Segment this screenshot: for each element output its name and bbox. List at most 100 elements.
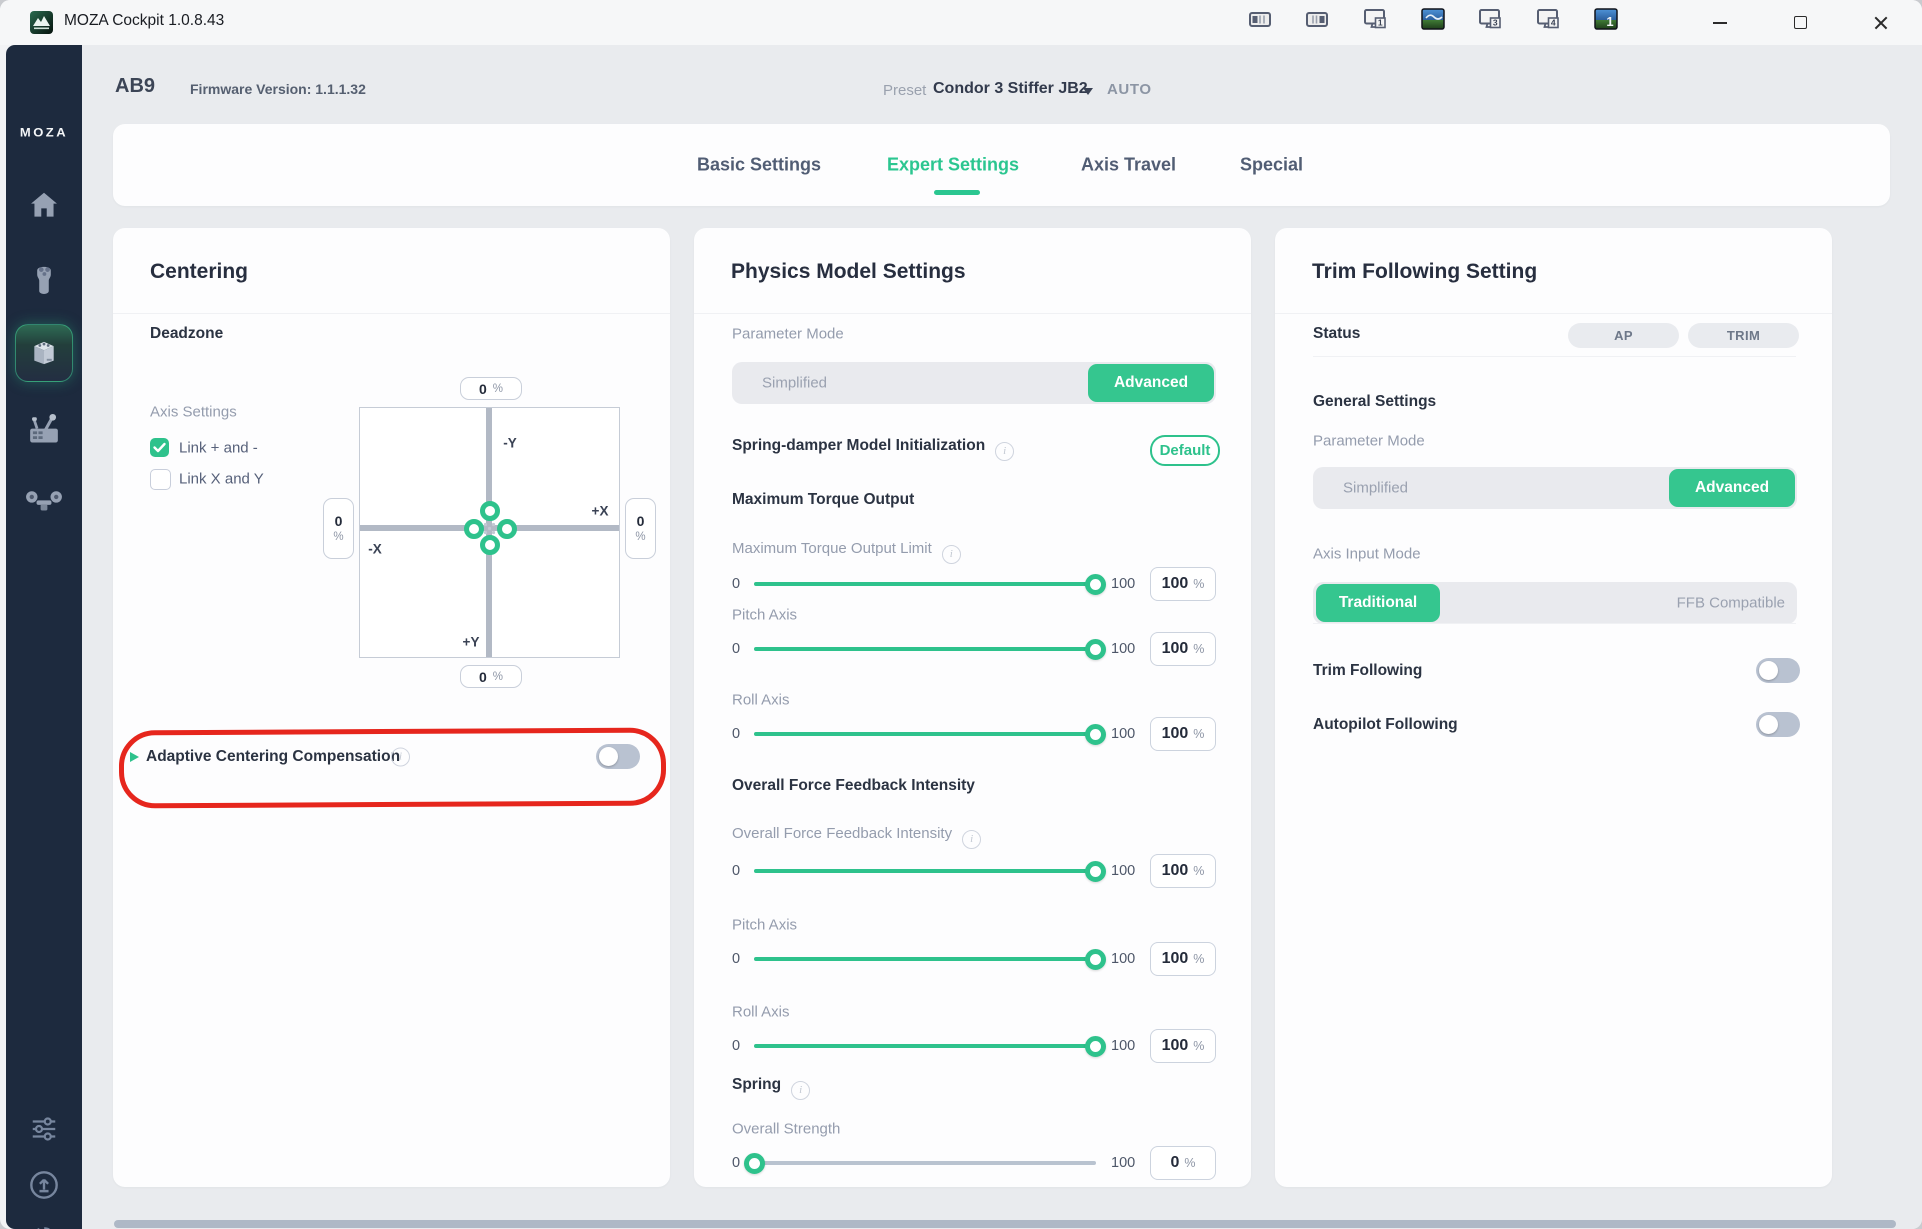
axis-input-mode-switch[interactable]: Traditional FFB Compatible [1313,582,1797,624]
slider-track[interactable] [754,724,1106,745]
slider-knob[interactable] [1085,724,1106,745]
display-4-icon[interactable]: 4 [1535,6,1561,32]
deadzone-handle-right[interactable] [497,519,517,539]
slider-max: 100 [1111,863,1136,879]
tab-axis-travel[interactable]: Axis Travel [1081,154,1177,175]
throttle-icon[interactable] [26,413,62,447]
slider-value-field[interactable]: 100% [1150,942,1216,976]
slider-track[interactable] [744,1153,1096,1174]
slider-value-field[interactable]: 0% [1150,1146,1216,1180]
taskbar-card-right-icon[interactable] [1304,6,1330,32]
trim-parameter-mode-switch[interactable]: Simplified Advanced [1313,467,1797,509]
panel-title: Centering [150,260,249,283]
wallpaper-1-icon[interactable]: 1 [1593,6,1619,32]
max-torque-header: Maximum Torque Output [732,491,915,508]
slider-value-field[interactable]: 100% [1150,632,1216,666]
spring-damper-label: Spring-damper Model Initialization [732,437,1015,461]
svg-text:3: 3 [1493,18,1498,28]
tab-special[interactable]: Special [1240,154,1304,175]
slider-value-field[interactable]: 100% [1150,567,1216,601]
rudder-pedals-icon[interactable] [25,488,63,514]
parameter-mode-switch[interactable]: Simplified Advanced [732,362,1216,404]
maximize-button[interactable] [1777,0,1823,45]
tab-basic-settings[interactable]: Basic Settings [697,154,822,175]
deadzone-top-field[interactable]: 0 % [460,377,522,400]
close-button[interactable] [1858,0,1904,45]
window-title: MOZA Cockpit 1.0.8.43 [64,12,225,29]
info-icon[interactable] [995,442,1015,461]
slider-label: Roll Axis [732,691,790,709]
parameter-mode-label: Parameter Mode [732,325,844,343]
option-advanced-active[interactable]: Advanced [1088,364,1214,402]
slider-track[interactable] [754,861,1106,882]
joystick-icon[interactable] [29,262,59,298]
home-icon[interactable] [27,190,61,220]
slider-track[interactable] [754,639,1106,660]
option-ffb-compatible[interactable]: FFB Compatible [1676,594,1785,612]
axis-label-plus-x: +X [591,503,609,519]
option-simplified[interactable]: Simplified [1343,479,1409,497]
checkbox-link-plus-minus[interactable] [150,438,169,457]
moza-logo: MOZA [19,125,69,140]
display-1-icon[interactable]: 1 [1362,6,1388,32]
slider-knob[interactable] [1085,1036,1106,1057]
trim-following-toggle[interactable] [1756,658,1800,683]
trim-following-label: Trim Following [1313,662,1423,679]
y-axis-line [486,408,492,657]
option-simplified[interactable]: Simplified [762,374,828,392]
slider-value-field[interactable]: 100% [1150,854,1216,888]
slider-min: 0 [732,726,741,742]
trim-status-badge[interactable]: TRIM [1688,323,1799,348]
check-icon [153,442,166,453]
firmware-upgrade-icon[interactable] [28,1169,60,1201]
divider [1313,623,1796,624]
slider-track[interactable] [754,1036,1106,1057]
ap-status-badge[interactable]: AP [1568,323,1679,348]
checkbox-label: Link + and - [179,439,258,457]
checkbox-link-x-y[interactable] [150,469,171,490]
slider-knob[interactable] [1085,949,1106,970]
info-icon[interactable] [791,1081,811,1100]
taskbar-card-left-icon[interactable] [1247,6,1273,32]
deadzone-handle-left[interactable] [464,519,484,539]
info-icon[interactable] [391,747,410,767]
deadzone-left-field[interactable]: 0 % [323,498,354,559]
slider-knob[interactable] [1085,574,1106,595]
slider-track[interactable] [754,949,1106,970]
info-icon[interactable] [941,545,961,564]
slider-knob[interactable] [1085,861,1106,882]
expand-arrow-icon[interactable] [130,752,139,762]
minimize-button[interactable] [1697,0,1743,45]
sidebar-item-base-selected[interactable] [15,324,73,382]
deadzone-handle-bottom[interactable] [480,535,500,555]
auto-button[interactable]: AUTO [1107,81,1152,98]
slider-track[interactable] [754,574,1106,595]
default-button[interactable]: Default [1150,435,1220,466]
autopilot-following-toggle[interactable] [1756,712,1800,737]
info-icon[interactable] [962,830,982,849]
display-3-icon[interactable]: 3 [1477,6,1503,32]
panel-title: Physics Model Settings [731,260,966,283]
slider-value-field[interactable]: 100% [1150,717,1216,751]
option-traditional-active[interactable]: Traditional [1316,584,1440,622]
chevron-down-icon[interactable] [1083,88,1093,95]
slider-knob[interactable] [744,1153,765,1174]
deadzone-bottom-field[interactable]: 0 % [460,665,522,688]
horizontal-scrollbar[interactable] [114,1220,1896,1228]
wallpaper-image-icon[interactable] [1420,6,1446,32]
tuning-sliders-icon[interactable] [29,1115,59,1143]
preset-dropdown[interactable]: Condor 3 Stiffer JB2 [933,80,1088,97]
slider-knob[interactable] [1085,639,1106,660]
adaptive-centering-toggle[interactable] [596,744,640,769]
slider-value-field[interactable]: 100% [1150,1029,1216,1063]
sidebar: MOZA [6,45,82,1229]
trim-panel: Trim Following Setting Status AP TRIM Ge… [1275,228,1832,1187]
slider-max: 100 [1111,576,1136,592]
firmware-version: Firmware Version: 1.1.1.32 [190,81,366,97]
deadzone-handle-top[interactable] [480,501,500,521]
deadzone-graph[interactable]: -Y +X -X +Y [359,407,620,658]
tab-expert-settings[interactable]: Expert Settings [887,154,1020,175]
deadzone-right-field[interactable]: 0 % [625,498,656,559]
settings-gear-icon[interactable] [27,1224,61,1229]
option-advanced-active[interactable]: Advanced [1669,469,1795,507]
